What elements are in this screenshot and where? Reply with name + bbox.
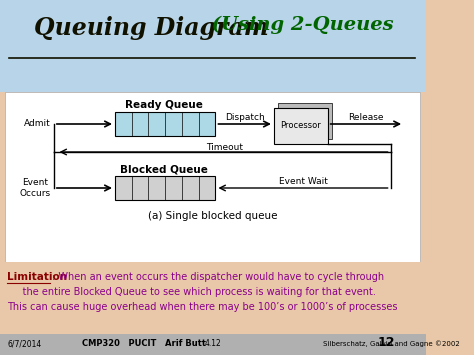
Text: Ready Queue: Ready Queue — [126, 100, 203, 110]
Text: Event Wait: Event Wait — [279, 178, 328, 186]
Text: Silberschatz, Galvin and Gagne ©2002: Silberschatz, Galvin and Gagne ©2002 — [323, 341, 460, 347]
Bar — [115, 176, 216, 200]
Bar — [278, 103, 332, 139]
Bar — [115, 112, 216, 136]
Bar — [0, 262, 426, 332]
Text: 6/7/2014: 6/7/2014 — [7, 339, 41, 349]
Text: (Using 2-Queues: (Using 2-Queues — [205, 16, 393, 34]
Text: 4.12: 4.12 — [204, 339, 221, 349]
Bar — [0, 0, 426, 92]
Text: Release: Release — [348, 113, 383, 121]
Text: Dispatch: Dispatch — [225, 114, 264, 122]
Bar — [274, 108, 328, 144]
Text: : When an event occurs the dispatcher would have to cycle through: : When an event occurs the dispatcher wo… — [52, 272, 384, 282]
Text: Limitation: Limitation — [7, 272, 67, 282]
Text: Queuing Diagram: Queuing Diagram — [34, 16, 269, 40]
Bar — [5, 92, 420, 262]
Text: 12: 12 — [377, 336, 395, 349]
Text: Timeout: Timeout — [206, 142, 243, 152]
Text: Processor: Processor — [281, 121, 321, 131]
Text: Event
Occurs: Event Occurs — [19, 178, 50, 198]
Bar — [0, 334, 426, 355]
Text: the entire Blocked Queue to see which process is waiting for that event.: the entire Blocked Queue to see which pr… — [7, 287, 376, 297]
Text: Blocked Queue: Blocked Queue — [120, 164, 208, 174]
Text: (a) Single blocked queue: (a) Single blocked queue — [148, 211, 278, 221]
Text: This can cause huge overhead when there may be 100’s or 1000’s of processes: This can cause huge overhead when there … — [7, 302, 398, 312]
Text: CMP320   PUCIT   Arif Butt: CMP320 PUCIT Arif Butt — [82, 339, 206, 349]
Text: Admit: Admit — [24, 120, 50, 129]
